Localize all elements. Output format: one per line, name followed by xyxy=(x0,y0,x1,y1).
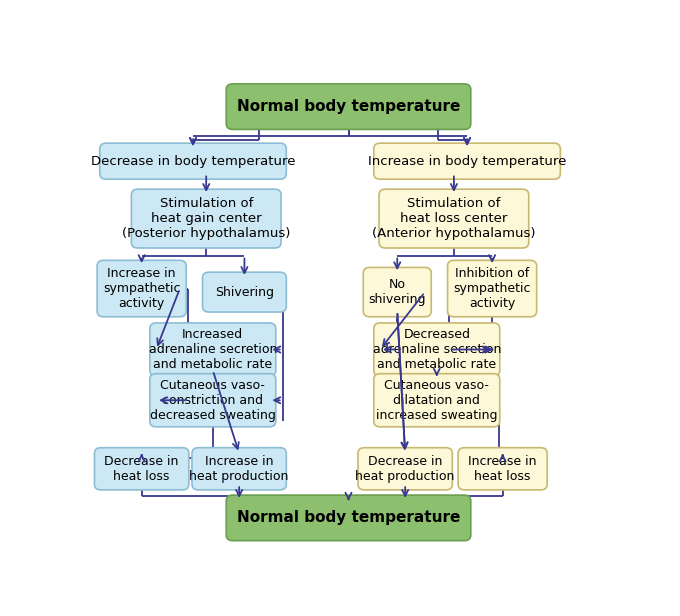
FancyBboxPatch shape xyxy=(458,448,547,490)
Text: Decrease in
heat production: Decrease in heat production xyxy=(356,455,455,483)
FancyBboxPatch shape xyxy=(226,495,471,541)
FancyBboxPatch shape xyxy=(150,374,276,427)
FancyBboxPatch shape xyxy=(203,272,286,312)
FancyBboxPatch shape xyxy=(358,448,452,490)
FancyBboxPatch shape xyxy=(95,448,189,490)
FancyBboxPatch shape xyxy=(131,189,281,248)
FancyBboxPatch shape xyxy=(447,261,537,317)
Text: Stimulation of
heat loss center
(Anterior hypothalamus): Stimulation of heat loss center (Anterio… xyxy=(372,197,536,240)
Text: Increase in
heat production: Increase in heat production xyxy=(190,455,289,483)
Text: No
shivering: No shivering xyxy=(369,278,426,306)
FancyBboxPatch shape xyxy=(100,143,286,179)
Text: Decrease in
heat loss: Decrease in heat loss xyxy=(105,455,179,483)
Text: Cutaneous vaso-
dilatation and
increased sweating: Cutaneous vaso- dilatation and increased… xyxy=(376,379,498,422)
FancyBboxPatch shape xyxy=(374,323,500,376)
FancyBboxPatch shape xyxy=(363,267,431,317)
Text: Increased
adrenaline secretion
and metabolic rate: Increased adrenaline secretion and metab… xyxy=(149,328,277,371)
FancyBboxPatch shape xyxy=(226,84,471,129)
FancyBboxPatch shape xyxy=(192,448,286,490)
FancyBboxPatch shape xyxy=(150,323,276,376)
FancyBboxPatch shape xyxy=(379,189,529,248)
FancyBboxPatch shape xyxy=(97,261,186,317)
Text: Shivering: Shivering xyxy=(215,286,274,299)
Text: Stimulation of
heat gain center
(Posterior hypothalamus): Stimulation of heat gain center (Posteri… xyxy=(122,197,290,240)
Text: Increase in
sympathetic
activity: Increase in sympathetic activity xyxy=(103,267,180,310)
Text: Increase in body temperature: Increase in body temperature xyxy=(368,155,566,168)
Text: Inhibition of
sympathetic
activity: Inhibition of sympathetic activity xyxy=(454,267,531,310)
FancyBboxPatch shape xyxy=(374,374,500,427)
FancyBboxPatch shape xyxy=(374,143,560,179)
Text: Decreased
adrenaline secretion
and metabolic rate: Decreased adrenaline secretion and metab… xyxy=(373,328,501,371)
Text: Normal body temperature: Normal body temperature xyxy=(237,99,460,114)
Text: Normal body temperature: Normal body temperature xyxy=(237,511,460,525)
Text: Decrease in body temperature: Decrease in body temperature xyxy=(91,155,295,168)
Text: Increase in
heat loss: Increase in heat loss xyxy=(469,455,537,483)
Text: Cutaneous vaso-
constriction and
decreased sweating: Cutaneous vaso- constriction and decreas… xyxy=(150,379,275,422)
